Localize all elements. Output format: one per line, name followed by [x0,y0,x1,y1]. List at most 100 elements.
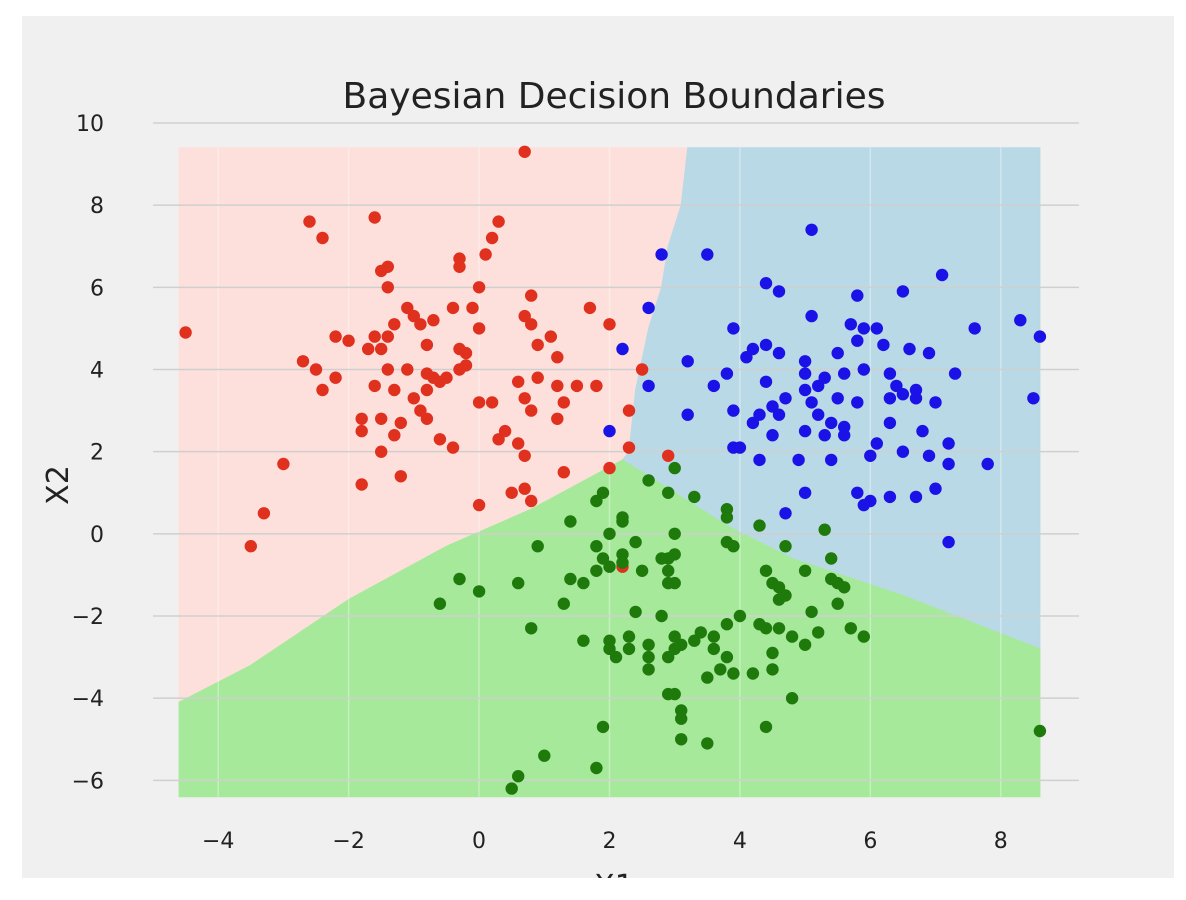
scatter-point-series-2 [564,515,577,528]
scatter-point-series-2 [590,761,603,775]
y-tick-label: 10 [76,112,104,137]
scatter-point-series-1 [746,416,760,430]
scatter-point-series-1 [838,429,851,442]
y-tick-label: 0 [90,523,104,548]
scatter-point-series-2 [616,515,629,528]
scatter-point-series-0 [433,375,447,388]
scatter-point-series-2 [472,585,486,598]
scatter-point-series-0 [420,383,434,397]
scatter-point-series-2 [779,540,792,553]
x-tick-label: −2 [332,829,364,854]
scatter-point-series-2 [785,630,799,643]
scatter-point-series-2 [805,605,818,619]
scatter-point-series-1 [812,408,825,421]
scatter-point-series-0 [427,314,440,327]
scatter-point-series-1 [779,507,792,520]
scatter-point-series-0 [381,363,394,376]
scatter-point-series-0 [446,301,460,315]
y-tick-label: 2 [90,441,104,466]
scatter-point-series-0 [179,326,192,339]
x-tick-label: 8 [994,829,1008,854]
scatter-point-series-1 [857,363,870,376]
scatter-point-series-2 [668,527,681,540]
scatter-point-series-0 [296,355,310,368]
scatter-point-series-1 [935,268,949,282]
scatter-point-series-0 [525,494,538,508]
scatter-point-series-1 [870,437,883,450]
scatter-point-series-2 [798,638,812,651]
scatter-point-series-2 [759,622,773,635]
data-points [179,145,1047,795]
y-tick-label: −4 [72,687,104,712]
scatter-point-series-2 [531,540,544,553]
scatter-point-series-0 [355,412,368,425]
scatter-point-series-0 [375,445,388,458]
scatter-point-series-2 [538,749,551,762]
scatter-point-series-1 [851,289,864,302]
y-axis-label: X2 [41,465,76,505]
scatter-point-series-2 [505,782,518,795]
scatter-point-series-0 [355,478,368,491]
scatter-point-series-2 [590,564,603,577]
scatter-point-series-2 [512,576,525,590]
scatter-point-series-0 [244,540,257,553]
scatter-point-series-1 [727,404,740,417]
scatter-point-series-2 [577,576,590,590]
scatter-point-series-1 [825,416,838,430]
scatter-point-series-1 [851,334,864,347]
scatter-point-series-2 [727,540,740,553]
scatter-point-series-2 [616,556,629,569]
scatter-point-series-2 [694,626,707,639]
scatter-point-series-2 [662,486,675,499]
scatter-point-series-0 [518,392,531,405]
scatter-point-series-1 [792,453,805,467]
scatter-point-series-0 [420,412,434,425]
scatter-point-series-0 [551,351,564,364]
scatter-point-series-1 [812,379,825,393]
scatter-point-series-0 [544,330,557,343]
scatter-point-series-1 [929,482,942,495]
scatter-point-series-0 [518,482,531,495]
scatter-point-series-1 [981,457,994,471]
scatter-point-series-2 [772,593,786,606]
scatter-point-series-2 [433,597,447,610]
scatter-point-series-1 [948,367,962,380]
scatter-point-series-1 [642,379,655,393]
scatter-point-series-2 [772,622,786,635]
scatter-point-series-1 [851,396,864,409]
scatter-point-series-0 [257,507,271,520]
scatter-point-series-0 [368,330,381,343]
scatter-point-series-1 [759,375,773,388]
scatter-point-series-1 [825,453,838,467]
scatter-point-series-0 [512,437,525,450]
scatter-point-series-1 [707,379,720,393]
scatter-point-series-1 [942,437,955,450]
scatter-point-series-0 [466,301,479,315]
scatter-point-series-2 [798,564,812,577]
scatter-point-series-0 [583,301,597,315]
scatter-point-series-1 [798,424,812,438]
scatter-point-series-2 [609,650,623,664]
y-tick-label: −6 [72,769,104,794]
scatter-point-series-0 [505,486,518,499]
scatter-point-series-0 [388,429,401,442]
scatter-point-series-0 [518,449,531,462]
scatter-point-series-0 [622,404,636,417]
scatter-point-series-0 [635,363,649,376]
scatter-point-series-1 [909,392,923,405]
scatter-point-series-0 [375,342,388,356]
scatter-point-series-0 [414,318,427,331]
scatter-point-series-1 [883,416,897,430]
scatter-point-series-1 [844,318,857,331]
scatter-point-series-1 [805,309,818,323]
scatter-point-series-2 [688,634,701,647]
scatter-point-series-0 [394,416,407,430]
scatter-point-series-2 [785,692,799,705]
scatter-point-series-2 [622,630,636,643]
scatter-point-series-0 [394,470,407,483]
scatter-point-series-0 [303,215,316,228]
scatter-point-series-2 [635,564,649,577]
scatter-point-series-1 [1014,314,1027,327]
scatter-point-series-1 [857,322,870,335]
scatter-point-series-0 [433,433,447,446]
